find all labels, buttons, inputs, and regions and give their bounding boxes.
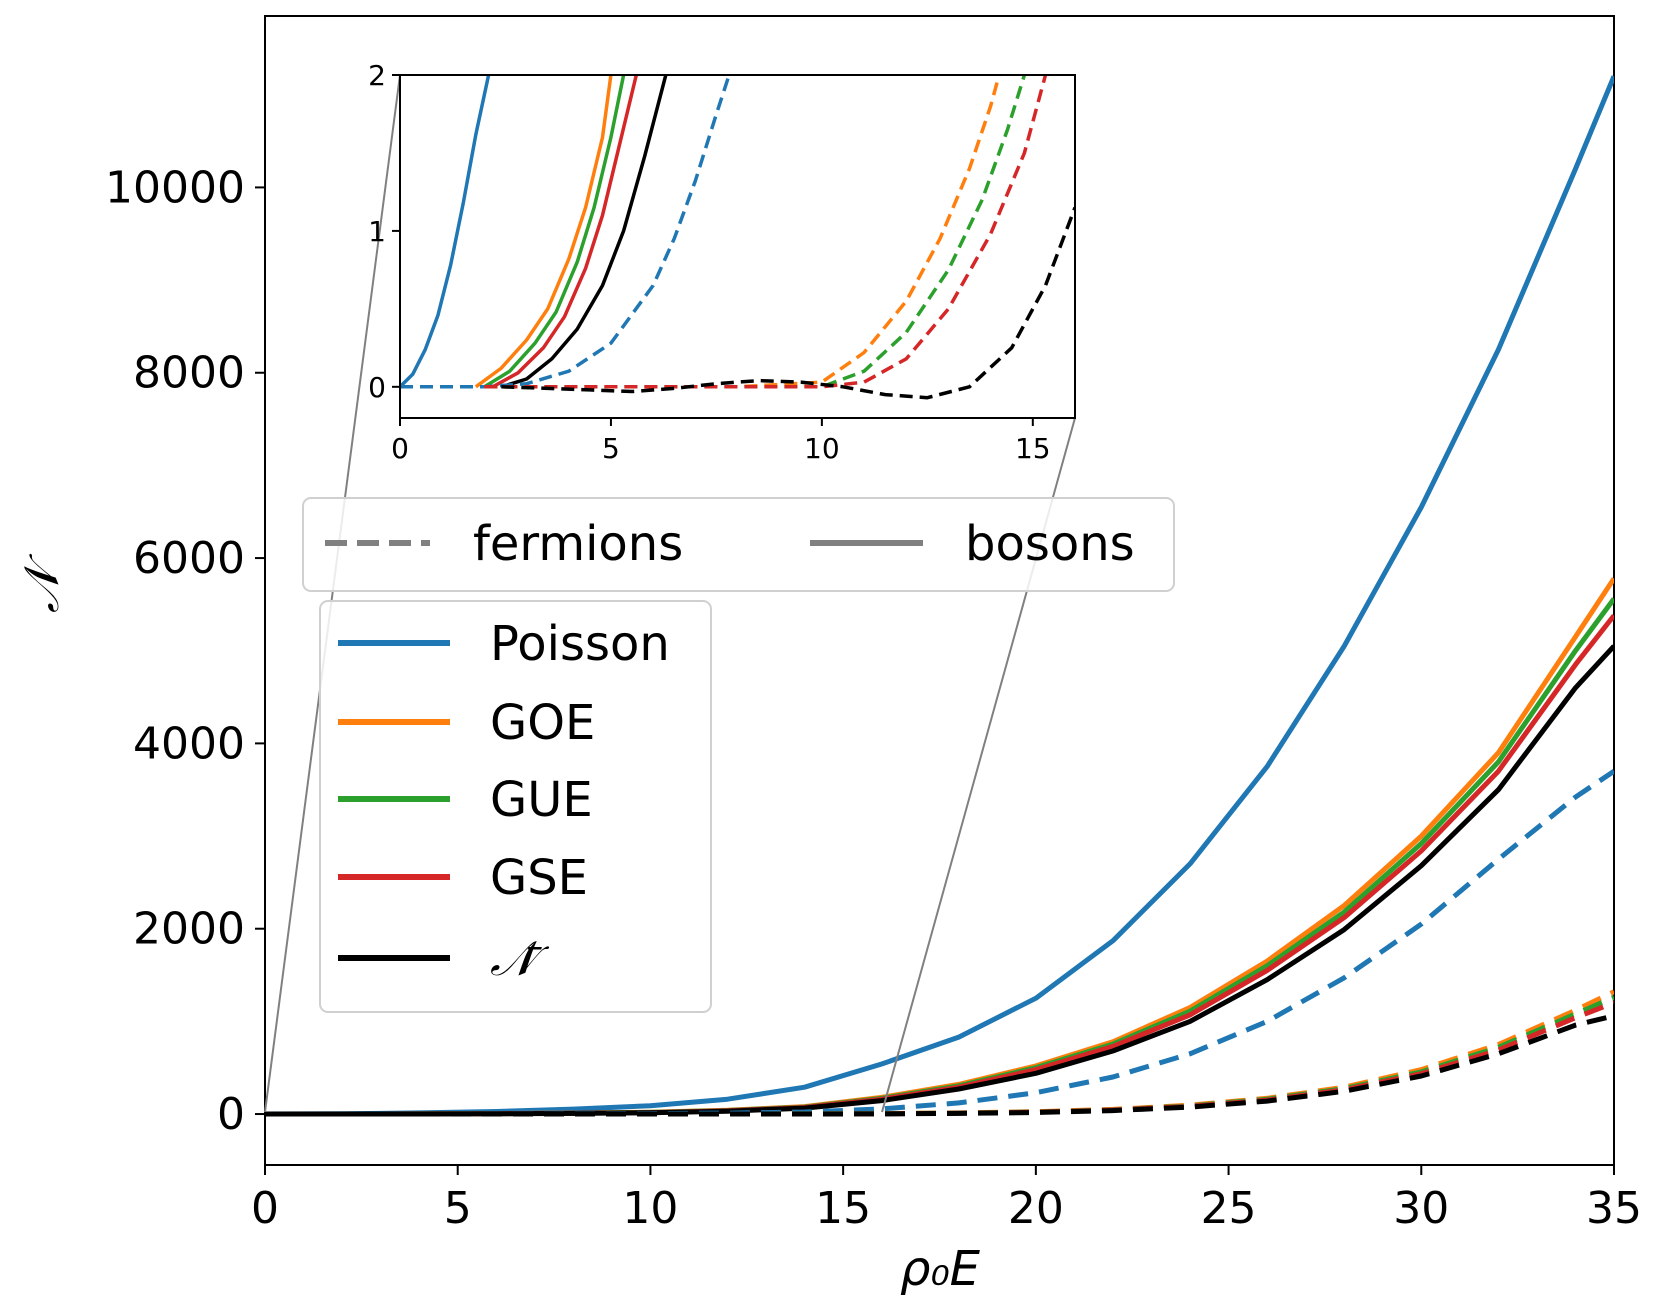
inset-x-tick-label: 10: [804, 432, 840, 465]
x-tick-label: 5: [444, 1183, 472, 1234]
legend-fermions-label: fermions: [473, 516, 683, 572]
zoom-connector-left: [264, 74, 401, 1113]
x-tick-label: 20: [1008, 1183, 1064, 1234]
x-tick-label: 25: [1201, 1183, 1257, 1234]
inset-series-lines: [400, 75, 1075, 400]
y-tick-label: 4000: [133, 718, 245, 769]
main-series-lines: [265, 75, 1614, 1117]
y-tick-label: 0: [217, 1089, 245, 1140]
inset-background: [400, 75, 1075, 418]
x-tick-label: 0: [251, 1183, 279, 1234]
inset-mean-bosons-line: [500, 75, 668, 389]
x-tick-label: 30: [1393, 1183, 1449, 1234]
legend-poisson-label: Poisson: [490, 616, 670, 672]
inset-goe-bosons-line: [474, 75, 613, 389]
x-tick-label: 10: [622, 1183, 678, 1234]
x-tick-label: 15: [815, 1183, 871, 1234]
inset-gse-bosons-line: [491, 75, 639, 389]
y-axis-label: 𝒩: [14, 553, 70, 613]
y-tick-label: 6000: [133, 533, 245, 584]
inset-axis-ticks: 0 5 10 15 0 1 2: [368, 59, 1050, 465]
inset-mean-fermions-line: [501, 206, 1075, 400]
x-tick-label: 35: [1586, 1183, 1642, 1234]
main-mean-fermions-line: [265, 1013, 1614, 1117]
legend-line-style: fermions bosons: [302, 497, 1175, 592]
inset-x-tick-label: 5: [602, 432, 620, 465]
main-plot-frame: [264, 15, 1615, 1166]
legend-style-box: [302, 497, 1175, 592]
inset-poisson-bosons-line: [400, 75, 491, 389]
y-tick-label: 8000: [133, 348, 245, 399]
inset-plot-frame: [399, 74, 1076, 419]
inset-x-tick-label: 15: [1015, 432, 1051, 465]
y-tick-label: 2000: [133, 904, 245, 955]
inset-y-tick-label: 2: [368, 59, 386, 92]
x-axis-label: ρ₀E: [900, 1241, 981, 1297]
legend-gue-label: GUE: [490, 772, 593, 828]
inset-poisson-fermions-line: [400, 75, 731, 389]
inset-y-tick-label: 1: [368, 215, 386, 248]
inset-x-tick-label: 0: [391, 432, 409, 465]
legend-ensembles: Poisson GOE GUE GSE 𝒩̄: [319, 600, 712, 1013]
inset-gse-fermions-line: [484, 75, 1048, 389]
legend-bosons-label: bosons: [965, 516, 1135, 572]
main-gue-fermions-line: [265, 995, 1614, 1117]
y-tick-label: 10000: [105, 162, 245, 213]
inset-gue-bosons-line: [483, 75, 626, 389]
legend-gse-label: GSE: [490, 850, 588, 906]
legend-goe-label: GOE: [490, 695, 595, 751]
inset-y-tick-label: 0: [368, 371, 386, 404]
main-gse-fermions-line: [265, 1000, 1614, 1117]
legend-ensemble-box: [319, 600, 712, 1013]
